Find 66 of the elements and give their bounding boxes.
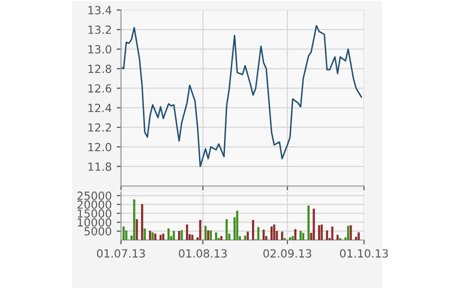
- bar: [326, 230, 328, 240]
- bar: [125, 230, 128, 240]
- y-tick-label: 13.2: [88, 26, 111, 34]
- bar: [215, 232, 218, 240]
- bar: [358, 232, 360, 240]
- y-tick-label: 12.8: [88, 64, 112, 74]
- y-tick-label: 12.2: [88, 123, 111, 132]
- y-tick-label: 11.8: [88, 162, 112, 171]
- y-tick-label: 10000: [78, 218, 112, 227]
- bar: [347, 226, 350, 240]
- bar: [122, 226, 125, 240]
- x-tick-label: 01.08.13: [178, 249, 227, 258]
- x-tick-label: 01.10.13: [340, 249, 388, 258]
- x-tick-label: 01.07.13: [96, 249, 145, 258]
- bar: [273, 224, 276, 240]
- bar: [160, 234, 162, 240]
- bar: [331, 226, 334, 240]
- bar: [199, 220, 202, 240]
- bar: [246, 232, 249, 240]
- bar: [312, 208, 315, 240]
- bar: [167, 228, 170, 240]
- bar: [191, 234, 194, 240]
- bar: [149, 230, 152, 240]
- y-tick-label: 25000: [77, 192, 112, 200]
- y-tick-label: 12.4: [88, 104, 112, 112]
- bar: [172, 230, 175, 240]
- y-tick-label: 5000: [84, 227, 112, 236]
- bar: [294, 229, 296, 240]
- bar: [154, 234, 156, 240]
- bar: [133, 199, 136, 240]
- bar: [144, 228, 146, 240]
- bar: [186, 224, 188, 240]
- bar: [180, 230, 183, 240]
- bar: [136, 219, 138, 240]
- bar: [307, 206, 310, 240]
- bar: [152, 232, 154, 240]
- bar: [292, 236, 294, 240]
- bar: [236, 210, 238, 240]
- bar: [141, 204, 144, 240]
- y-tick-label: 20000: [77, 200, 112, 209]
- bar: [281, 232, 284, 240]
- y-tick-label: 15000: [78, 209, 112, 218]
- bar: [262, 230, 265, 240]
- bar: [204, 226, 207, 240]
- y-tick-label: 13.0: [88, 45, 112, 54]
- bar: [336, 234, 339, 240]
- bar: [252, 220, 254, 240]
- bar: [320, 224, 323, 240]
- bar: [318, 225, 320, 240]
- y-tick-label: 12.0: [88, 142, 112, 152]
- bar: [302, 232, 304, 240]
- bar: [226, 219, 228, 240]
- bar: [300, 230, 302, 240]
- bar: [244, 236, 246, 240]
- y-tick-label: 12.6: [88, 84, 112, 93]
- bar: [270, 226, 273, 240]
- x-tick-label: 02.09.13: [263, 249, 312, 258]
- bar: [257, 227, 260, 240]
- line-series: [121, 24, 362, 168]
- y-tick-label: 13.4: [88, 6, 112, 14]
- bar: [220, 236, 222, 240]
- bar: [162, 234, 164, 240]
- bar: [178, 230, 180, 240]
- bar: [210, 230, 212, 240]
- bar: [350, 225, 352, 240]
- bar: [207, 230, 210, 240]
